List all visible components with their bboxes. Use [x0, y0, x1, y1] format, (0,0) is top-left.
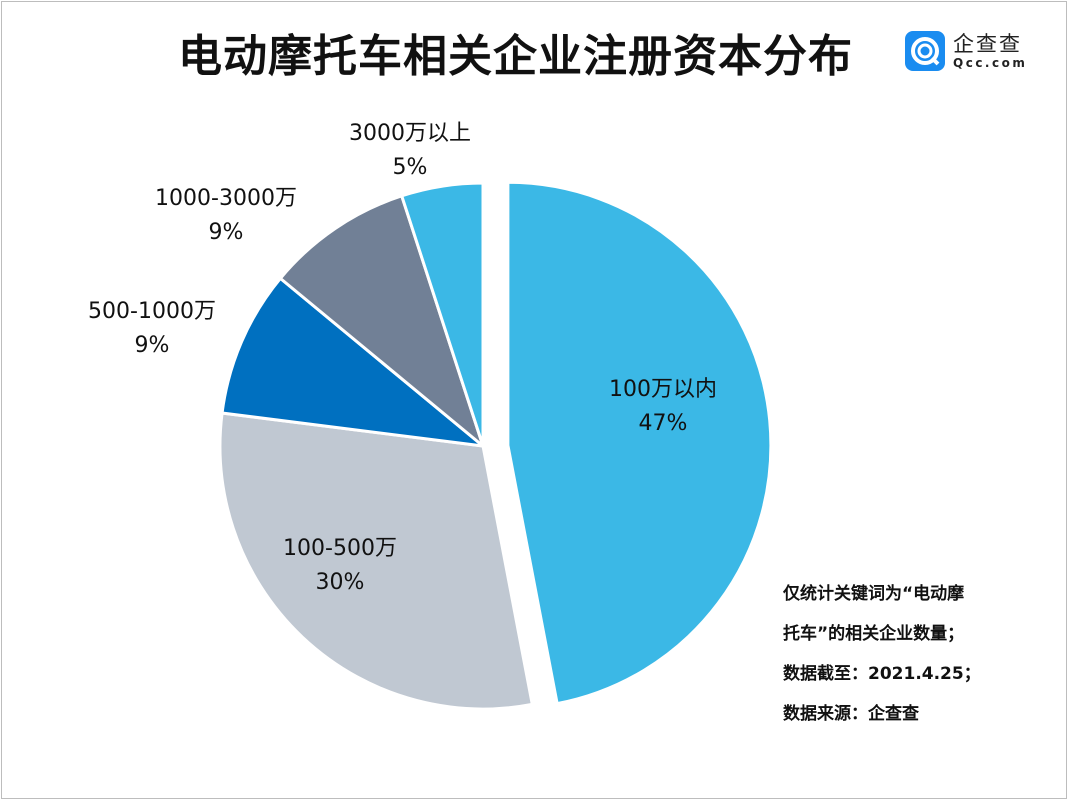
slice-category-label: 3000万以上	[349, 121, 471, 146]
pie-slice	[399, 181, 485, 447]
slice-percent-label: 5%	[393, 155, 428, 180]
qcc-logo-icon	[905, 31, 945, 71]
slice-category-label: 1000-3000万	[155, 186, 297, 211]
note-line: 托车”的相关企业数量；	[783, 624, 965, 644]
slice-category-label: 100万以内	[609, 377, 717, 402]
slice-category-label: 100-500万	[283, 536, 397, 561]
pie-slice	[218, 411, 535, 711]
pie-slice	[278, 193, 487, 451]
logo-text-en: Qcc.com	[953, 56, 1028, 70]
pie-slice	[506, 180, 773, 706]
note-line: 仅统计关键词为“电动摩	[783, 584, 965, 604]
pie-slice	[220, 276, 488, 449]
chart-title: 电动摩托车相关企业注册资本分布	[178, 31, 853, 82]
chart-notes: 仅统计关键词为“电动摩 托车”的相关企业数量； 数据截至：2021.4.25； …	[783, 574, 981, 734]
logo-text-cn: 企查查	[953, 32, 1022, 56]
slice-category-label: 500-1000万	[88, 299, 216, 324]
slice-percent-label: 9%	[209, 220, 244, 245]
note-line: 数据截至：2021.4.25；	[783, 664, 981, 684]
note-line: 数据来源：企查查	[783, 704, 919, 724]
slice-percent-label: 9%	[135, 333, 170, 358]
qcc-logo: 企查查 Qcc.com	[905, 28, 1045, 76]
slice-percent-label: 30%	[316, 570, 365, 595]
slice-percent-label: 47%	[639, 411, 688, 436]
